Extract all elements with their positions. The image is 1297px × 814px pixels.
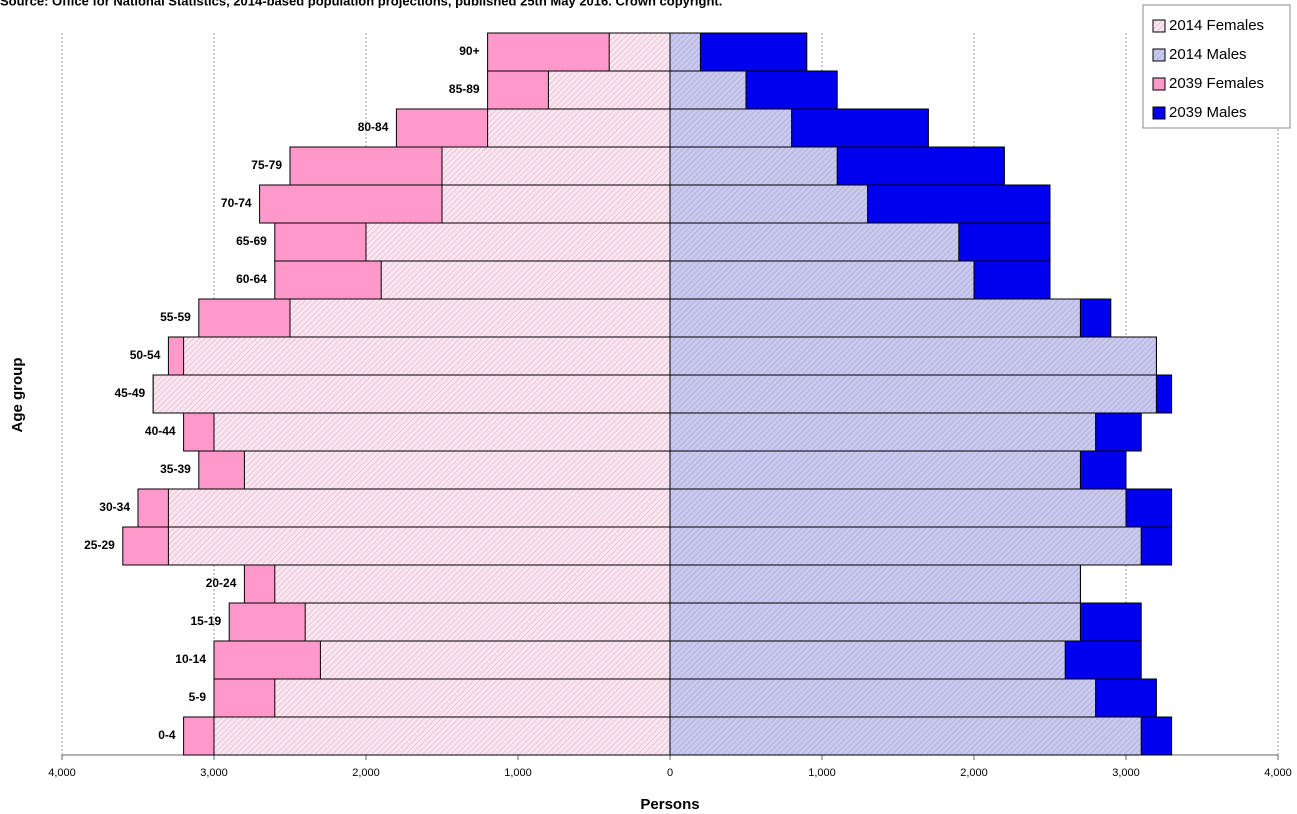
- x-tick-label: 2,000: [960, 767, 988, 779]
- bar-hatch: [670, 185, 868, 223]
- bar-hatch: [274, 679, 670, 717]
- category-label: 10-14: [175, 652, 206, 666]
- x-tick-label: 3,000: [1112, 767, 1140, 779]
- bar-hatch: [670, 717, 1142, 755]
- bar-hatch: [670, 679, 1096, 717]
- bar-hatch: [168, 489, 670, 527]
- bar-hatch: [442, 147, 670, 185]
- category-label: 85-89: [449, 82, 480, 96]
- legend-swatch: [1152, 77, 1166, 91]
- category-label: 35-39: [160, 462, 191, 476]
- legend-swatch: [1152, 106, 1166, 120]
- category-label: 30-34: [99, 500, 130, 514]
- category-label: 15-19: [190, 614, 221, 628]
- x-axis-label: Persons: [640, 796, 699, 813]
- category-label: 5-9: [189, 690, 207, 704]
- category-label: 45-49: [114, 386, 145, 400]
- category-label: 60-64: [236, 272, 267, 286]
- x-tick-label: 0: [667, 767, 673, 779]
- category-label: 55-59: [160, 310, 191, 324]
- bar-hatch: [670, 71, 746, 109]
- chart-title: Source: Office for National Statistics, …: [0, 0, 722, 8]
- bar-hatch: [320, 641, 670, 679]
- legend: 2014 Females 2014 Males 2039 Females 2039 M…: [1142, 4, 1291, 129]
- bar-hatch: [670, 33, 701, 71]
- category-label: 90+: [459, 44, 479, 58]
- bar-hatch: [274, 565, 670, 603]
- bar-hatch: [487, 109, 670, 147]
- bar-hatch: [168, 527, 670, 565]
- x-tick-label: 4,000: [1264, 767, 1292, 779]
- category-label: 25-29: [84, 538, 115, 552]
- category-label: 50-54: [130, 348, 161, 362]
- bar-hatch: [290, 299, 670, 337]
- bar-hatch: [670, 375, 1157, 413]
- x-tick-label: 4,000: [48, 767, 76, 779]
- bar-hatch: [670, 489, 1126, 527]
- bar-hatch: [183, 337, 670, 375]
- bar-hatch: [214, 413, 670, 451]
- x-tick-label: 1,000: [808, 767, 836, 779]
- legend-label: 2039 Males: [1169, 104, 1247, 121]
- bar-hatch: [670, 641, 1066, 679]
- x-tick-label: 3,000: [200, 767, 228, 779]
- category-label: 70-74: [221, 196, 252, 210]
- legend-swatch-hatch: [1153, 49, 1165, 61]
- y-axis-label: Age group: [9, 358, 26, 433]
- bar-hatch: [305, 603, 670, 641]
- bar-hatch: [609, 33, 670, 71]
- x-tick-label: 1,000: [504, 767, 532, 779]
- legend-box: [1142, 4, 1291, 129]
- bar-hatch: [670, 337, 1157, 375]
- legend-swatch-hatch: [1153, 20, 1165, 32]
- bar-hatch: [670, 603, 1081, 641]
- category-label: 40-44: [145, 424, 176, 438]
- category-label: 65-69: [236, 234, 267, 248]
- bar-hatch: [442, 185, 670, 223]
- category-label: 80-84: [358, 120, 389, 134]
- legend-label: 2014 Males: [1169, 46, 1247, 63]
- bar-hatch: [670, 451, 1081, 489]
- bar-hatch: [670, 527, 1142, 565]
- bar-hatch: [670, 413, 1096, 451]
- bar-hatch: [670, 261, 974, 299]
- category-label: 75-79: [251, 158, 282, 172]
- bar-hatch: [366, 223, 670, 261]
- bar-hatch: [670, 565, 1081, 603]
- bar-hatch: [214, 717, 670, 755]
- bar-hatch: [548, 71, 670, 109]
- bar-hatch: [381, 261, 670, 299]
- bar-hatch: [153, 375, 670, 413]
- category-label: 0-4: [158, 728, 176, 742]
- bar-hatch: [244, 451, 670, 489]
- bar-hatch: [670, 299, 1081, 337]
- bar-hatch: [670, 109, 792, 147]
- category-label: 20-24: [206, 576, 237, 590]
- bar-hatch: [670, 147, 838, 185]
- x-tick-label: 2,000: [352, 767, 380, 779]
- legend-label: 2014 Females: [1169, 17, 1264, 34]
- legend-label: 2039 Females: [1169, 75, 1264, 92]
- bar-hatch: [670, 223, 959, 261]
